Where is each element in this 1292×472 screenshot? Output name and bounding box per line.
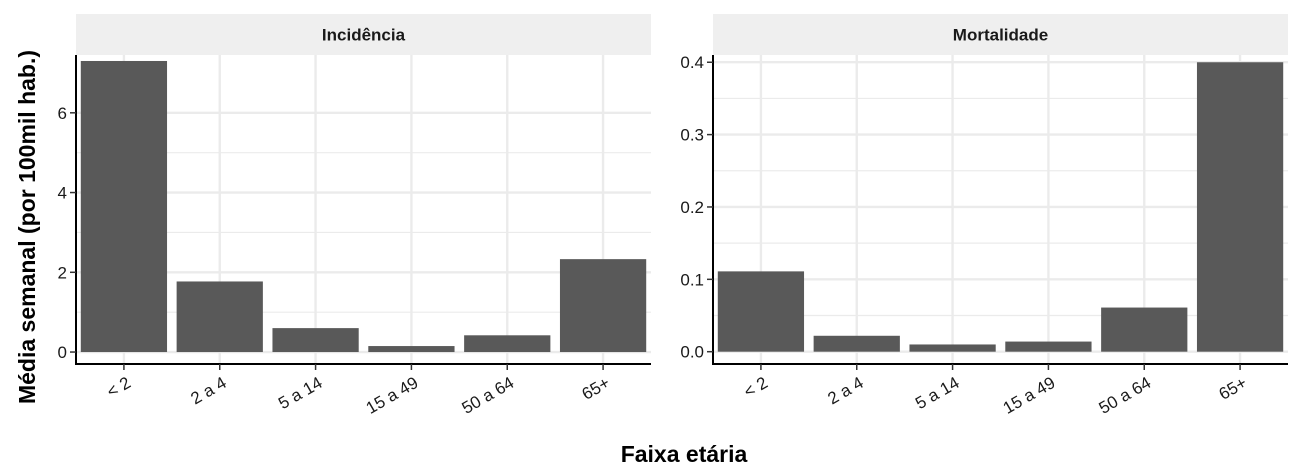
y-tick-label: 0.1 [680,270,704,289]
x-tick-label: 2 a 4 [825,373,867,408]
x-tick-label: 50 a 64 [459,373,518,418]
y-tick-label: 0.0 [680,343,704,362]
x-tick-label: 65+ [1216,373,1251,404]
bar [176,281,263,353]
bar [1196,62,1284,352]
y-tick-label: 0.4 [680,53,704,72]
x-tick-label: 2 a 4 [188,373,230,408]
bar [1005,341,1092,352]
x-tick-label: 15 a 49 [1000,373,1059,418]
x-tick-label: 65+ [579,373,614,404]
x-tick-label: 50 a 64 [1096,373,1155,418]
bar [368,346,455,353]
panel-title: Mortalidade [953,26,1048,45]
x-axis-title: Faixa etária [621,441,748,467]
x-tick-label: 5 a 14 [275,373,325,413]
y-axis-title: Média semanal (por 100mil hab.) [14,50,40,404]
y-tick-label: 4 [58,184,67,203]
x-tick-label: 5 a 14 [912,373,962,413]
panel-strip [713,14,1288,55]
bar [1101,307,1188,352]
x-tick-label: 15 a 49 [363,373,422,418]
bar [559,259,647,353]
y-tick-label: 0 [58,343,67,362]
y-tick-label: 0.3 [680,126,704,145]
y-tick-label: 0.2 [680,198,704,217]
panel-title: Incidência [322,26,406,45]
bar [80,60,168,353]
bar [464,335,551,353]
bar [717,271,805,352]
bar [813,335,900,352]
y-tick-label: 6 [58,104,67,123]
panel-1: Incidência 0 2 4 6 < 2 2 a 4 5 a 14 15 a 49 50 a … [58,14,651,418]
bar [272,328,359,353]
panel-strip [76,14,651,55]
x-tick-label: < 2 [741,373,771,402]
y-tick-label: 2 [58,263,67,282]
x-tick-label: < 2 [104,373,134,402]
bar [909,344,996,352]
panel-2: Mortalidade 0.0 0.1 0.2 0.3 0.4 < 2 2 a 4 5 a 14… [680,14,1288,418]
